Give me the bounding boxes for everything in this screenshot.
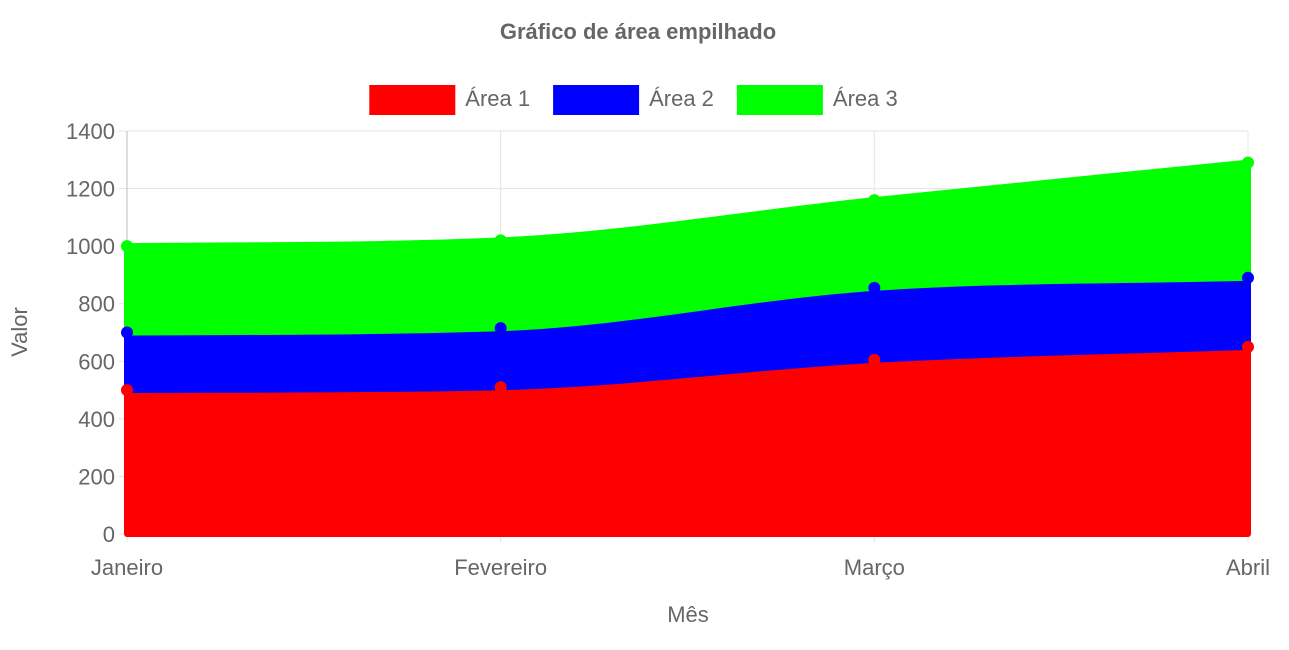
x-tick-label: Janeiro	[91, 555, 163, 580]
y-tick-label: 1200	[66, 177, 115, 202]
x-axis-ticks: Janeiro Fevereiro Março Abril	[91, 555, 1270, 580]
data-point-series-2[interactable]	[121, 326, 133, 339]
x-tick-label: Fevereiro	[454, 555, 547, 580]
data-point-series-1[interactable]	[121, 384, 133, 397]
data-point-series-3[interactable]	[121, 240, 133, 253]
chart-title: Gráfico de área empilhado	[500, 19, 776, 44]
legend-label: Área 2	[649, 86, 714, 111]
legend-swatch	[369, 85, 456, 115]
data-point-series-3[interactable]	[494, 234, 507, 247]
legend-swatch	[553, 85, 640, 115]
x-tick-label: Março	[844, 555, 905, 580]
y-tick-label: 1400	[66, 119, 115, 144]
y-tick-label: 800	[78, 292, 115, 317]
x-tick-label: Abril	[1226, 555, 1270, 580]
data-point-series-1[interactable]	[868, 353, 881, 366]
legend: Área 1 Área 2 Área 3	[369, 85, 898, 115]
data-points	[121, 156, 1254, 397]
x-axis-title: Mês	[667, 602, 709, 627]
legend-swatch	[736, 85, 823, 115]
data-point-series-1[interactable]	[1242, 340, 1254, 353]
y-axis-title: Valor	[7, 307, 32, 357]
legend-item-2[interactable]: Área 2	[553, 85, 714, 115]
legend-item-3[interactable]: Área 3	[736, 85, 898, 115]
area-series	[124, 159, 1251, 538]
data-point-series-1[interactable]	[494, 381, 507, 394]
data-point-series-2[interactable]	[1242, 271, 1254, 284]
data-point-series-3[interactable]	[1242, 156, 1254, 169]
y-tick-label: 200	[78, 464, 115, 489]
y-tick-label: 1000	[66, 234, 115, 259]
data-point-series-2[interactable]	[868, 281, 881, 294]
y-tick-label: 0	[103, 522, 115, 547]
y-tick-label: 600	[78, 349, 115, 374]
legend-label: Área 3	[833, 86, 898, 111]
y-tick-label: 400	[78, 407, 115, 432]
data-point-series-3[interactable]	[868, 194, 881, 207]
data-point-series-2[interactable]	[494, 322, 507, 335]
y-axis-ticks: 0 200 400 600 800 1000 1200 1400	[66, 119, 115, 547]
legend-item-1[interactable]: Área 1	[369, 85, 530, 115]
legend-label: Área 1	[465, 86, 530, 111]
